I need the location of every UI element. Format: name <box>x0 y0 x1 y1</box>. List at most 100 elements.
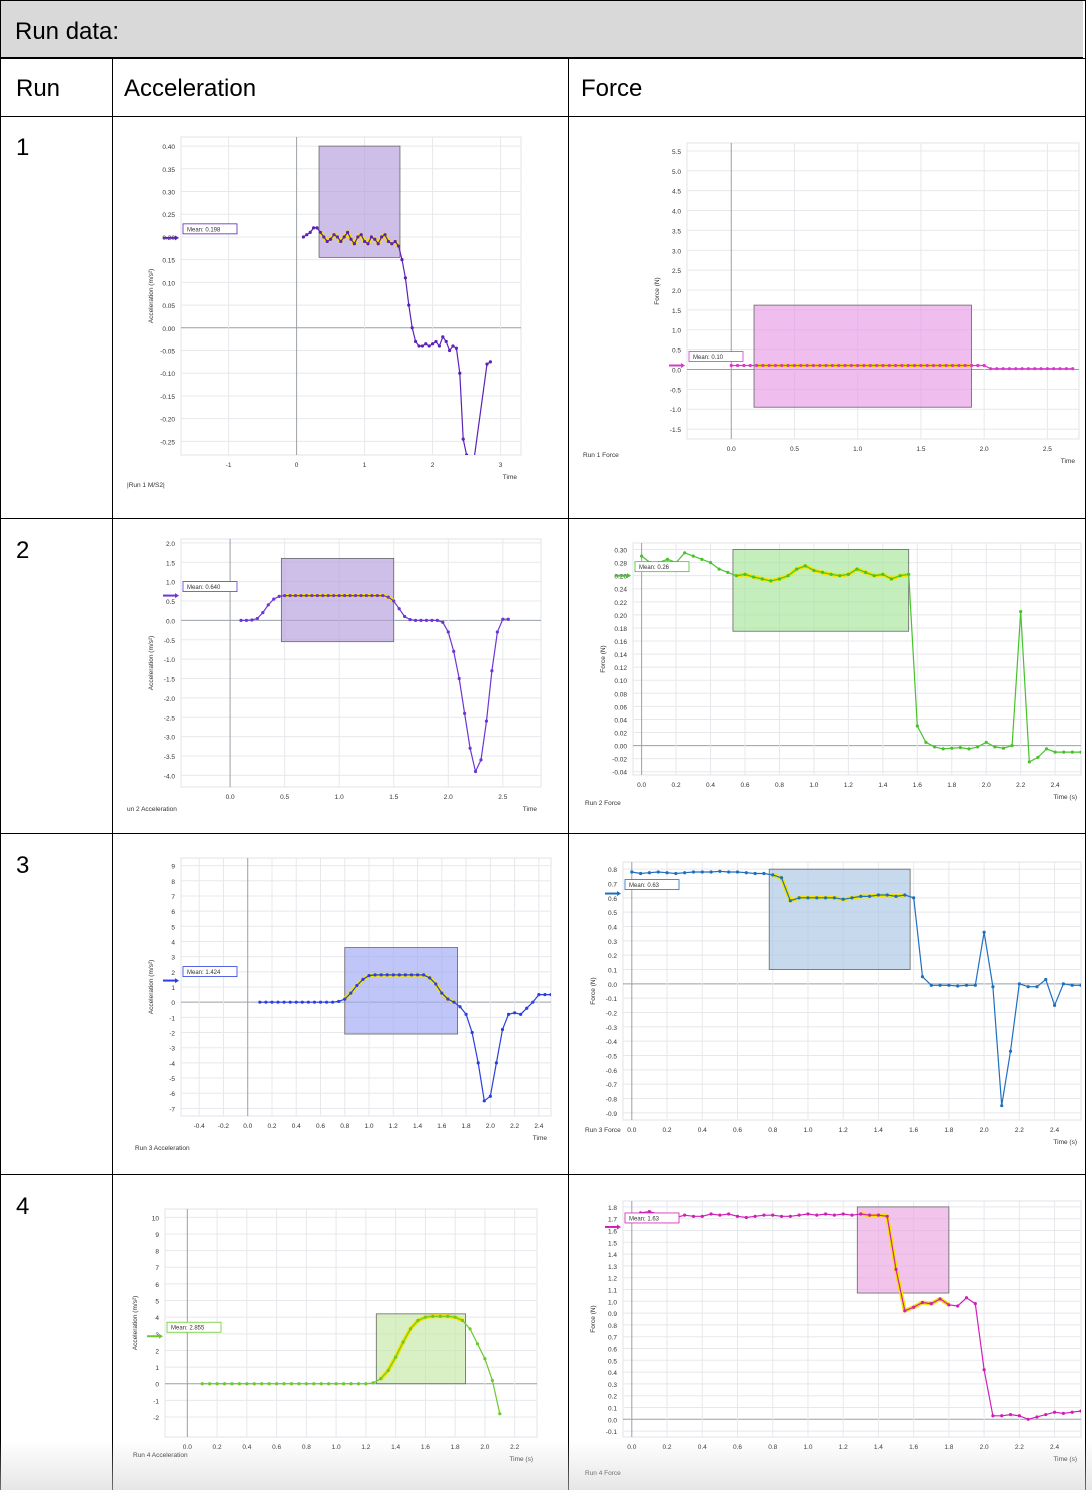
y-tick-label: 0.3 <box>608 939 617 946</box>
data-point <box>381 593 385 598</box>
data-point <box>912 1305 916 1309</box>
data-point <box>823 896 828 900</box>
data-point <box>390 242 394 246</box>
y-tick-label: 0.40 <box>162 144 175 151</box>
data-point <box>440 991 444 995</box>
mean-label-box <box>166 1321 222 1333</box>
data-point <box>969 363 974 368</box>
data-point <box>780 363 784 368</box>
y-tick-label: -2 <box>153 1415 159 1422</box>
data-point <box>288 1000 292 1004</box>
data-point <box>1026 985 1030 989</box>
x-tick-label: 0.0 <box>627 1444 636 1451</box>
data-point <box>321 593 325 598</box>
selection-region <box>753 304 972 408</box>
data-point <box>276 1000 280 1004</box>
data-point <box>397 973 401 977</box>
data-point <box>915 724 919 728</box>
data-point <box>270 1000 274 1004</box>
data-point <box>403 973 408 977</box>
x-tick-label: 1.2 <box>844 782 853 789</box>
data-point <box>792 363 797 368</box>
data-point <box>495 630 499 634</box>
x-axis-label: Time (s) <box>1053 1139 1077 1146</box>
series-group <box>630 1210 1081 1421</box>
y-tick-label: 7 <box>155 1265 159 1272</box>
data-point <box>513 1011 517 1015</box>
data-point <box>506 617 510 621</box>
data-point <box>811 363 816 368</box>
data-point <box>258 1000 262 1004</box>
data-point <box>244 618 249 622</box>
data-point <box>446 1314 450 1318</box>
data-point <box>401 1340 405 1344</box>
y-tick-label: 0.12 <box>614 665 627 672</box>
data-point <box>665 871 669 875</box>
x-tick-label: 0.0 <box>226 794 235 801</box>
data-point <box>306 1000 310 1004</box>
data-point <box>367 974 371 978</box>
data-point <box>846 572 850 576</box>
data-point <box>748 363 752 368</box>
x-tick-label: 1.8 <box>451 1444 460 1451</box>
data-point <box>441 620 445 624</box>
x-tick-label: 3 <box>499 462 503 469</box>
y-tick-label: 3.5 <box>672 228 681 235</box>
data-series-line <box>631 1210 1081 1420</box>
y-tick-label: 10 <box>152 1215 160 1222</box>
data-point <box>312 1000 317 1004</box>
data-point <box>982 363 986 368</box>
data-point <box>887 363 891 368</box>
data-point <box>348 593 352 598</box>
data-point <box>543 992 547 997</box>
series-group <box>630 869 1081 1108</box>
data-point <box>415 973 420 977</box>
y-tick-label: 1.5 <box>608 1240 617 1247</box>
data-point <box>753 1214 757 1218</box>
data-point <box>973 1302 977 1306</box>
data-point <box>950 746 954 750</box>
x-tick-label: 0.2 <box>672 782 681 789</box>
table-title-row: Run data: <box>1 1 1083 58</box>
data-point <box>931 363 936 368</box>
y-axis-label: Force (N) <box>654 277 661 304</box>
chart-caption: Run 1 Force <box>583 452 619 459</box>
data-point <box>1026 1417 1030 1421</box>
x-tick-label: 1.6 <box>909 1127 918 1134</box>
data-point <box>417 344 421 348</box>
data-point <box>1039 367 1043 371</box>
data-point <box>976 363 980 368</box>
chart-caption: Run 4 Force <box>585 1470 621 1477</box>
data-point <box>806 896 810 900</box>
data-point <box>786 363 790 368</box>
data-point <box>353 593 358 598</box>
data-point <box>419 618 423 622</box>
data-point <box>864 570 868 575</box>
data-point <box>709 1212 713 1216</box>
mean-label-box <box>182 966 238 977</box>
y-tick-label: -7 <box>169 1106 175 1113</box>
data-point <box>461 437 465 441</box>
data-point <box>1020 367 1024 371</box>
series-group <box>640 551 1081 764</box>
data-point <box>734 574 738 578</box>
data-point <box>457 676 461 681</box>
x-tick-label: 0.0 <box>637 782 646 789</box>
data-point <box>993 745 997 749</box>
data-point <box>932 745 937 749</box>
data-point <box>647 871 652 875</box>
x-tick-label: 2.5 <box>498 794 507 801</box>
x-tick-label: 0.8 <box>768 1444 777 1451</box>
column-divider <box>1085 0 1086 1490</box>
data-point <box>1052 1410 1057 1414</box>
data-point <box>441 335 445 339</box>
data-point <box>1008 1412 1013 1417</box>
y-tick-label: 8 <box>155 1249 159 1256</box>
data-point <box>458 1005 462 1009</box>
data-point <box>735 363 740 368</box>
data-point <box>266 603 270 607</box>
y-tick-label: -4 <box>169 1061 175 1068</box>
plot-area <box>622 1200 1082 1438</box>
y-tick-label: -0.6 <box>606 1068 618 1075</box>
data-point <box>322 235 326 239</box>
